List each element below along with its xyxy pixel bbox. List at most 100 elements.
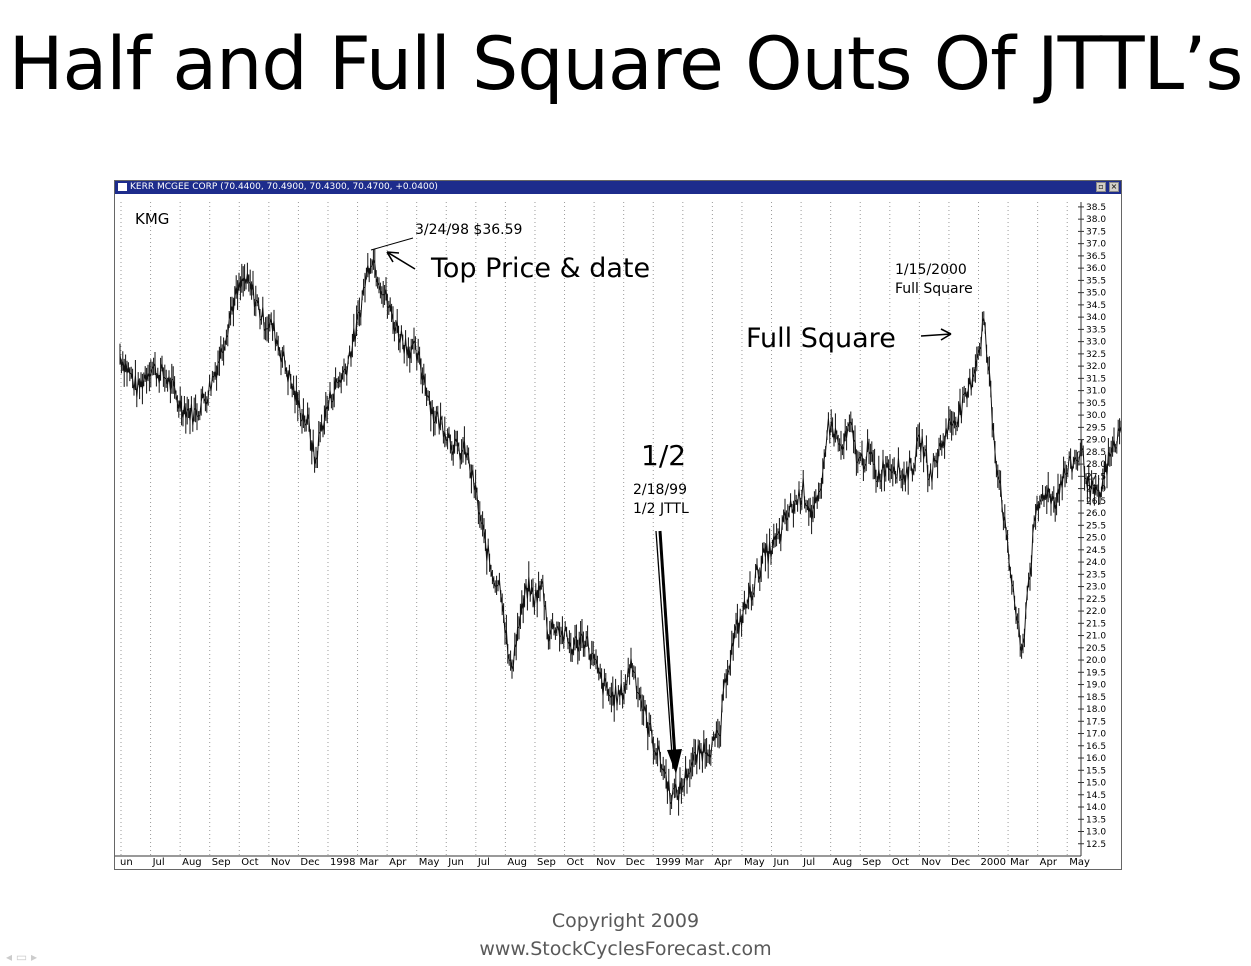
y-tick-label: 15.0 <box>1086 779 1106 789</box>
x-tick-label: Oct <box>892 857 909 868</box>
x-tick-label: 1998 <box>330 857 355 868</box>
x-tick-label: Nov <box>271 857 291 868</box>
y-tick-label: 23.0 <box>1086 583 1106 593</box>
symbol-label: KMG <box>135 210 169 228</box>
y-tick-label: 26.5 <box>1086 497 1106 507</box>
y-tick-label: 28.5 <box>1086 448 1106 458</box>
y-tick-label: 29.5 <box>1086 423 1106 433</box>
y-tick-label: 14.0 <box>1086 803 1106 813</box>
x-tick-label: Nov <box>596 857 616 868</box>
x-tick-label: May <box>1069 857 1090 868</box>
y-tick-label: 21.0 <box>1086 632 1106 642</box>
y-tick-label: 27.5 <box>1086 472 1106 482</box>
x-tick-label: Jun <box>447 857 464 868</box>
x-tick-label: Dec <box>626 857 645 868</box>
slide-nav-icons[interactable]: ◂ ▭ ▸ <box>6 950 38 964</box>
top-price-annotation: Top Price & date <box>430 253 650 284</box>
y-tick-label: 20.5 <box>1086 644 1106 654</box>
y-tick-label: 24.0 <box>1086 558 1106 568</box>
y-tick-label: 34.5 <box>1086 301 1106 311</box>
y-tick-label: 13.5 <box>1086 815 1106 825</box>
y-tick-label: 17.0 <box>1086 730 1106 740</box>
y-tick-label: 16.5 <box>1086 742 1106 752</box>
y-tick-label: 12.5 <box>1086 840 1106 850</box>
x-tick-label: Aug <box>182 857 202 868</box>
full-square-arrow-icon <box>920 328 952 341</box>
y-tick-label: 37.0 <box>1086 240 1106 250</box>
copyright-text: Copyright 2009 <box>551 910 700 932</box>
full-square-annotation: Full Square <box>746 323 896 354</box>
y-tick-label: 25.0 <box>1086 534 1106 544</box>
y-tick-label: 29.0 <box>1086 436 1106 446</box>
y-tick-label: 34.0 <box>1086 313 1106 323</box>
price-series <box>119 248 1121 816</box>
y-tick-label: 17.5 <box>1086 717 1106 727</box>
slide-title: Half and Full Square Outs Of JTTL’s <box>8 22 1244 107</box>
full-square-small-annotation: Full Square <box>895 281 973 297</box>
y-tick-label: 35.5 <box>1086 276 1106 286</box>
window-icon <box>118 183 127 191</box>
close-icon[interactable]: × <box>1109 182 1119 192</box>
y-tick-label: 33.0 <box>1086 338 1106 348</box>
y-tick-label: 38.5 <box>1086 203 1106 213</box>
y-tick-label: 25.5 <box>1086 521 1106 531</box>
top-date-annotation: 3/24/98 $36.59 <box>415 222 522 238</box>
y-tick-label: 38.0 <box>1086 215 1106 225</box>
x-tick-label: Mar <box>1010 857 1030 868</box>
y-tick-label: 23.5 <box>1086 570 1106 580</box>
full-square-date-annotation: 1/15/2000 <box>895 262 967 278</box>
x-tick-label: Apr <box>389 857 407 868</box>
y-tick-label: 18.5 <box>1086 693 1106 703</box>
y-tick-label: 21.5 <box>1086 619 1106 629</box>
x-tick-label: Dec <box>951 857 970 868</box>
x-tick-label: Mar <box>685 857 705 868</box>
x-tick-label: Jun <box>773 857 790 868</box>
y-tick-label: 37.5 <box>1086 227 1106 237</box>
y-tick-label: 30.0 <box>1086 411 1106 421</box>
restore-icon[interactable]: ▫ <box>1096 182 1106 192</box>
x-tick-label: Mar <box>360 857 380 868</box>
half-arrow-icon <box>667 749 682 774</box>
x-tick-label: Sep <box>537 857 556 868</box>
y-tick-label: 19.5 <box>1086 668 1106 678</box>
y-tick-label: 30.5 <box>1086 399 1106 409</box>
price-chart: un Jul Aug Sep Oct Nov Dec 1998 Mar Apr May Jun Jul A… <box>115 194 1121 869</box>
x-tick-label: Aug <box>833 857 853 868</box>
chart-window: KERR MCGEE CORP (70.4400, 70.4900, 70.43… <box>114 180 1122 870</box>
x-tick-label: Nov <box>921 857 941 868</box>
y-tick-label: 27.0 <box>1086 485 1106 495</box>
x-tick-label: Apr <box>714 857 732 868</box>
x-tick-label: Jul <box>477 857 490 868</box>
x-tick-label: Sep <box>212 857 231 868</box>
x-tick-label: 1999 <box>655 857 680 868</box>
half-leader-line <box>655 530 674 770</box>
x-tick-label: Dec <box>300 857 319 868</box>
top-price-arrow-icon <box>386 251 416 270</box>
x-tick-label: Jul <box>802 857 815 868</box>
half-date-annotation: 2/18/99 <box>633 482 687 498</box>
x-tick-label: May <box>419 857 440 868</box>
y-tick-label: 35.0 <box>1086 289 1106 299</box>
y-tick-label: 28.0 <box>1086 460 1106 470</box>
y-tick-label: 32.5 <box>1086 350 1106 360</box>
website-link[interactable]: www.StockCyclesForecast.com <box>479 938 772 960</box>
y-tick-label: 33.5 <box>1086 325 1106 335</box>
y-tick-label: 26.0 <box>1086 509 1106 519</box>
x-tick-label: un <box>120 857 133 868</box>
top-date-leader-line <box>370 237 414 251</box>
y-tick-label: 31.5 <box>1086 374 1106 384</box>
x-tick-label: Oct <box>567 857 584 868</box>
y-tick-label: 18.0 <box>1086 705 1106 715</box>
y-tick-label: 36.0 <box>1086 264 1106 274</box>
y-tick-label: 16.0 <box>1086 754 1106 764</box>
x-tick-label: Sep <box>862 857 881 868</box>
y-tick-label: 31.0 <box>1086 387 1106 397</box>
y-tick-label: 22.5 <box>1086 595 1106 605</box>
y-tick-label: 15.5 <box>1086 766 1106 776</box>
window-title: KERR MCGEE CORP (70.4400, 70.4900, 70.43… <box>130 182 438 192</box>
x-tick-label: Oct <box>241 857 258 868</box>
window-titlebar: KERR MCGEE CORP (70.4400, 70.4900, 70.43… <box>115 181 1121 194</box>
half-jttl-annotation: 1/2 JTTL <box>633 501 689 517</box>
x-tick-label: Aug <box>507 857 527 868</box>
y-tick-label: 22.0 <box>1086 607 1106 617</box>
